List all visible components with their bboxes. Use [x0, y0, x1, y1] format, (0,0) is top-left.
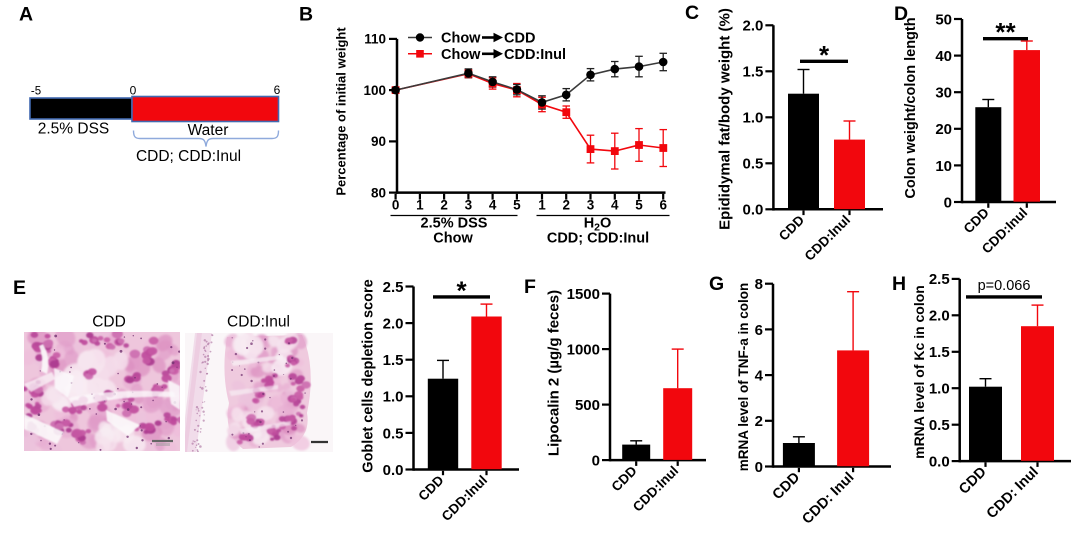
- svg-text:5: 5: [635, 198, 643, 213]
- svg-text:CDD: CDD: [504, 31, 535, 47]
- svg-text:8: 8: [755, 276, 763, 293]
- svg-text:500: 500: [575, 397, 600, 414]
- svg-text:0: 0: [392, 198, 400, 213]
- svg-text:-5: -5: [31, 86, 41, 98]
- svg-text:Chow: Chow: [433, 231, 473, 247]
- svg-text:Chow: Chow: [441, 47, 481, 63]
- svg-text:H2O: H2O: [584, 216, 612, 234]
- svg-text:G: G: [709, 273, 724, 295]
- svg-text:5: 5: [513, 198, 521, 213]
- svg-text:Lipocalin 2 (µg/g feces): Lipocalin 2 (µg/g feces): [546, 290, 563, 456]
- svg-text:80: 80: [371, 185, 386, 200]
- svg-text:1.0: 1.0: [929, 381, 950, 398]
- svg-text:CDD; CDD:Inul: CDD; CDD:Inul: [547, 231, 649, 247]
- svg-text:Epididymal fat/body weight (%): Epididymal fat/body weight (%): [717, 8, 734, 230]
- svg-text:CDD: CDD: [956, 464, 990, 498]
- svg-text:4: 4: [755, 368, 764, 385]
- svg-text:1.5: 1.5: [743, 64, 764, 81]
- svg-text:100: 100: [363, 83, 386, 98]
- svg-text:2.5: 2.5: [929, 271, 950, 288]
- svg-text:CDD:Inul: CDD:Inul: [504, 47, 566, 63]
- svg-text:mRNA level of Kc in colon: mRNA level of Kc in colon: [911, 285, 927, 459]
- svg-text:Percentage of initial weight: Percentage of initial weight: [334, 27, 349, 196]
- svg-text:3: 3: [465, 198, 473, 213]
- svg-text:4: 4: [489, 198, 497, 213]
- svg-text:Colon weight/colon length: Colon weight/colon length: [903, 17, 919, 198]
- svg-text:0.0: 0.0: [743, 202, 764, 219]
- svg-text:1.0: 1.0: [743, 110, 764, 127]
- svg-text:C: C: [685, 2, 699, 24]
- svg-text:1500: 1500: [567, 286, 600, 303]
- svg-text:CDD: CDD: [770, 470, 804, 504]
- svg-text:1.0: 1.0: [383, 389, 404, 406]
- svg-text:2.5% DSS: 2.5% DSS: [38, 121, 110, 138]
- svg-text:*: *: [456, 275, 467, 305]
- svg-text:110: 110: [364, 32, 386, 47]
- svg-text:**: **: [995, 17, 1016, 47]
- svg-text:2.5: 2.5: [383, 279, 404, 296]
- svg-text:Chow: Chow: [441, 31, 481, 47]
- svg-text:0.5: 0.5: [383, 425, 404, 442]
- svg-text:0.0: 0.0: [929, 454, 950, 471]
- svg-text:40: 40: [935, 48, 952, 65]
- svg-text:6: 6: [274, 83, 281, 97]
- svg-text:50: 50: [935, 11, 952, 28]
- svg-text:30: 30: [935, 85, 952, 102]
- svg-text:1: 1: [538, 198, 546, 213]
- svg-text:Water: Water: [188, 122, 229, 139]
- svg-text:6: 6: [755, 322, 763, 339]
- svg-text:6: 6: [659, 198, 667, 213]
- svg-text:0: 0: [755, 459, 763, 476]
- svg-text:3: 3: [587, 198, 595, 213]
- svg-text:1.5: 1.5: [929, 344, 950, 361]
- svg-text:CDD:Inul: CDD:Inul: [227, 314, 290, 331]
- svg-text:mRNA level of TNF-a in colon: mRNA level of TNF-a in colon: [736, 283, 751, 472]
- svg-text:F: F: [524, 276, 536, 298]
- svg-text:0.5: 0.5: [929, 417, 950, 434]
- svg-text:10: 10: [935, 158, 952, 175]
- svg-text:20: 20: [935, 121, 952, 138]
- svg-text:0.0: 0.0: [383, 462, 404, 479]
- svg-text:Goblet cells depletion score: Goblet cells depletion score: [361, 279, 377, 472]
- svg-text:CDD: CDD: [961, 205, 992, 236]
- svg-text:0: 0: [944, 194, 952, 211]
- svg-text:p=0.066: p=0.066: [978, 278, 1031, 294]
- svg-text:D: D: [894, 3, 908, 25]
- svg-text:CDD:Inul: CDD:Inul: [439, 473, 490, 524]
- svg-text:2: 2: [562, 198, 570, 213]
- svg-text:1: 1: [416, 198, 424, 213]
- svg-text:0: 0: [130, 84, 137, 98]
- svg-text:CDD:Inul: CDD:Inul: [802, 212, 853, 263]
- svg-text:90: 90: [371, 134, 386, 149]
- svg-text:2: 2: [440, 198, 448, 213]
- svg-text:1.5: 1.5: [383, 352, 404, 369]
- svg-text:CDD: CDD: [609, 463, 640, 494]
- svg-text:CDD:Inul: CDD:Inul: [630, 463, 681, 514]
- svg-text:1000: 1000: [567, 342, 600, 359]
- svg-text:2.5% DSS: 2.5% DSS: [421, 216, 488, 232]
- svg-text:E: E: [13, 277, 26, 299]
- svg-text:2.0: 2.0: [383, 316, 404, 333]
- svg-text:CDD: Inul: CDD: Inul: [799, 470, 857, 528]
- svg-text:2.0: 2.0: [929, 308, 950, 325]
- svg-text:4: 4: [611, 198, 619, 213]
- svg-text:CDD; CDD:Inul: CDD; CDD:Inul: [136, 148, 241, 165]
- svg-text:CDD: CDD: [415, 472, 446, 503]
- svg-text:0.5: 0.5: [743, 156, 764, 173]
- svg-text:B: B: [299, 4, 313, 26]
- svg-text:*: *: [819, 40, 830, 70]
- svg-text:0: 0: [592, 453, 600, 470]
- svg-text:CDD: CDD: [92, 314, 126, 331]
- svg-text:CDD: CDD: [776, 212, 807, 243]
- svg-text:H: H: [892, 273, 906, 295]
- svg-text:CDD: Inul: CDD: Inul: [984, 464, 1042, 522]
- svg-text:A: A: [19, 4, 33, 26]
- svg-text:2.0: 2.0: [743, 18, 764, 35]
- svg-text:2: 2: [755, 413, 763, 430]
